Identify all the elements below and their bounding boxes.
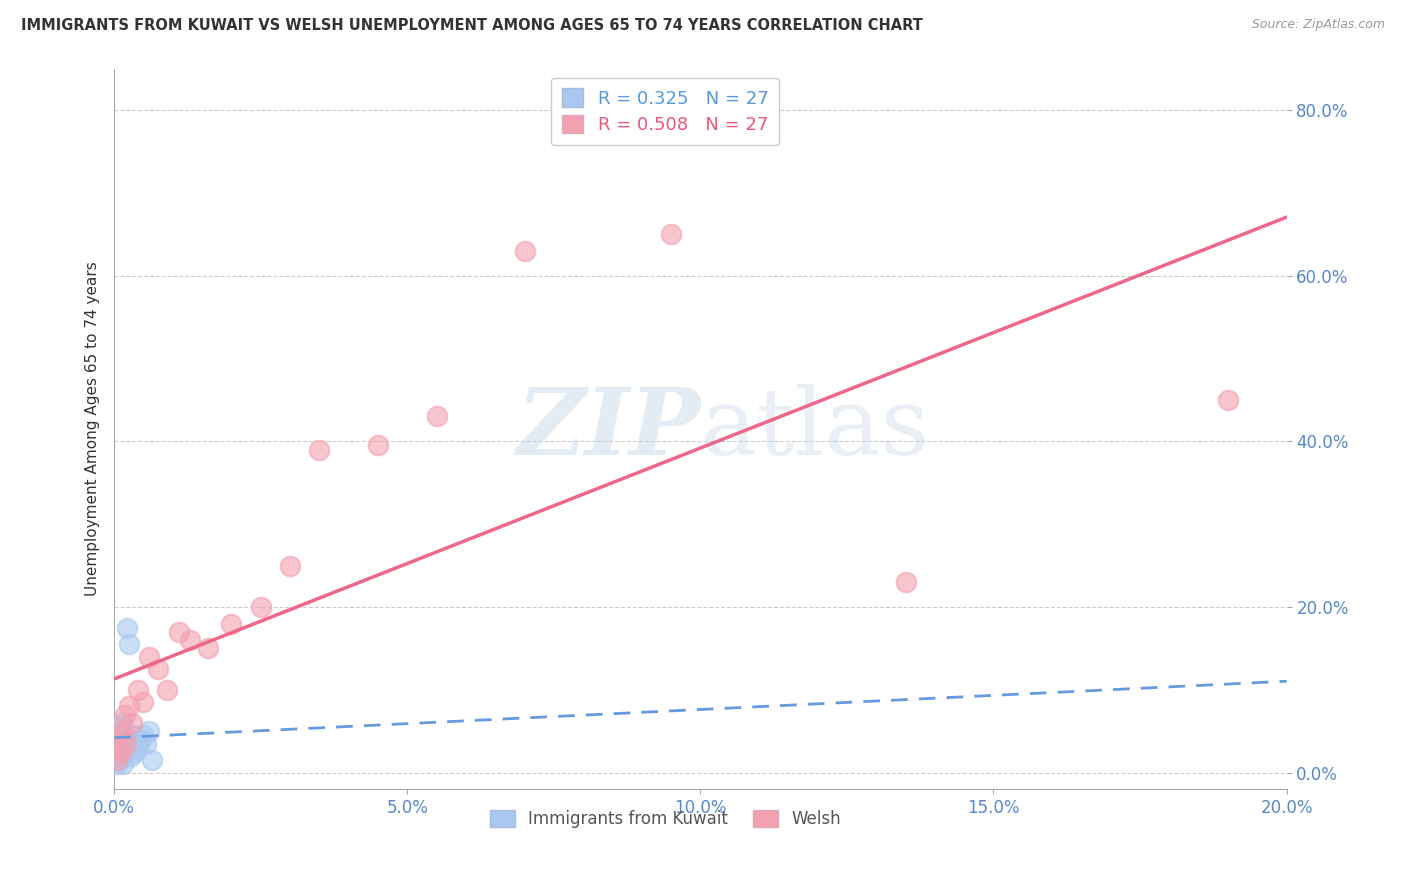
Text: atlas: atlas: [700, 384, 929, 474]
Y-axis label: Unemployment Among Ages 65 to 74 years: Unemployment Among Ages 65 to 74 years: [86, 261, 100, 596]
Point: [105, 753, 128, 767]
Point: [1216, 392, 1239, 407]
Point: [513, 244, 536, 258]
Point: [121, 728, 143, 742]
Point: [107, 732, 129, 747]
Point: [894, 575, 917, 590]
Text: IMMIGRANTS FROM KUWAIT VS WELSH UNEMPLOYMENT AMONG AGES 65 TO 74 YEARS CORRELATI: IMMIGRANTS FROM KUWAIT VS WELSH UNEMPLOY…: [21, 18, 922, 33]
Point: [115, 621, 138, 635]
Point: [111, 740, 134, 755]
Point: [138, 724, 160, 739]
Point: [426, 409, 449, 424]
Point: [120, 749, 142, 764]
Point: [110, 728, 132, 742]
Point: [167, 624, 190, 639]
Point: [114, 745, 136, 759]
Point: [197, 641, 219, 656]
Point: [129, 732, 152, 747]
Point: [115, 732, 138, 747]
Point: [249, 599, 271, 614]
Point: [111, 715, 134, 730]
Point: [146, 662, 169, 676]
Point: [135, 737, 157, 751]
Point: [141, 753, 163, 767]
Point: [111, 728, 134, 742]
Point: [221, 616, 243, 631]
Legend: Immigrants from Kuwait, Welsh: Immigrants from Kuwait, Welsh: [484, 804, 848, 835]
Point: [118, 637, 141, 651]
Point: [127, 740, 149, 755]
Point: [138, 649, 160, 664]
Point: [108, 724, 131, 739]
Point: [122, 737, 145, 751]
Point: [118, 699, 141, 714]
Point: [132, 695, 155, 709]
Point: [132, 728, 155, 742]
Point: [308, 442, 330, 457]
Point: [659, 227, 682, 242]
Point: [108, 740, 131, 755]
Point: [112, 724, 135, 739]
Point: [114, 707, 136, 722]
Point: [108, 737, 131, 751]
Text: ZIP: ZIP: [516, 384, 700, 474]
Point: [105, 745, 128, 759]
Point: [110, 749, 132, 764]
Point: [127, 682, 149, 697]
Point: [278, 558, 301, 573]
Point: [105, 757, 128, 772]
Point: [156, 682, 179, 697]
Text: Source: ZipAtlas.com: Source: ZipAtlas.com: [1251, 18, 1385, 31]
Point: [108, 753, 131, 767]
Point: [124, 745, 146, 759]
Point: [367, 438, 389, 452]
Point: [108, 720, 131, 734]
Point: [108, 740, 131, 755]
Point: [115, 737, 138, 751]
Point: [111, 757, 134, 772]
Point: [121, 715, 143, 730]
Point: [179, 633, 201, 648]
Point: [110, 745, 132, 759]
